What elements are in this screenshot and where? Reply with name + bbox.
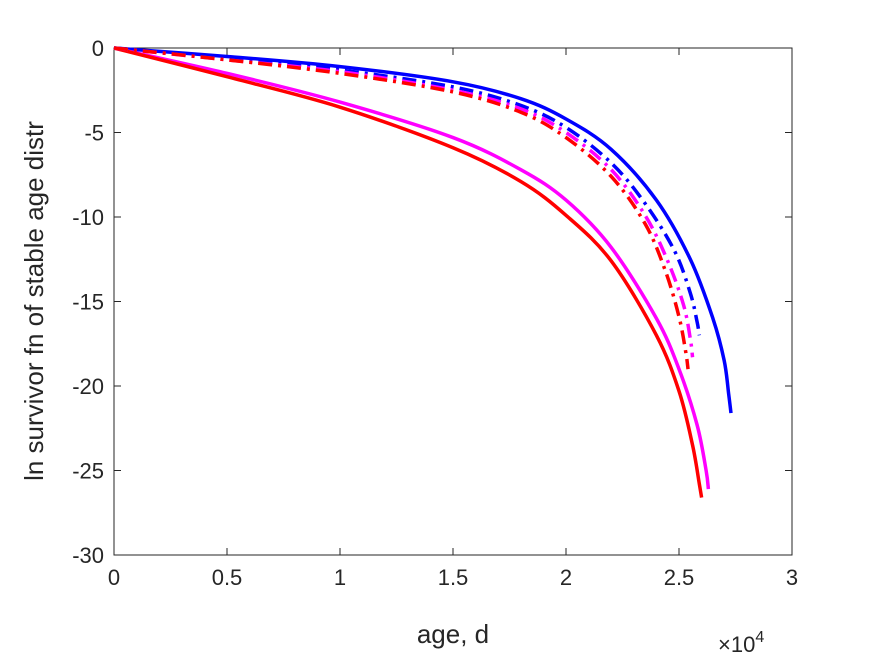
x-axis-multiplier: ×104 — [718, 629, 764, 656]
x-tick-label: 1.5 — [438, 565, 469, 590]
y-axis-ticks: 0 -5 -10 -15 -20 -25 -30 — [72, 36, 792, 568]
plot-area — [113, 47, 793, 556]
x-tick-label: 3 — [786, 565, 798, 590]
series-line-6 — [113, 46, 690, 370]
y-tick-label: -5 — [84, 121, 104, 146]
x-tick-label: 2.5 — [664, 565, 695, 590]
y-tick-label: -20 — [72, 374, 104, 399]
x-axis-label: age, d — [417, 619, 489, 649]
x-tick-label: 0.5 — [212, 565, 243, 590]
y-tick-label: 0 — [92, 36, 104, 61]
x-tick-label: 2 — [560, 565, 572, 590]
y-tick-label: -25 — [72, 459, 104, 484]
series-line-3 — [113, 46, 704, 498]
x-axis-ticks: 0 0.5 1 1.5 2 2.5 3 — [108, 48, 798, 590]
x-tick-label: 1 — [334, 565, 346, 590]
y-tick-label: -15 — [72, 290, 104, 315]
series-line-1 — [113, 46, 733, 414]
series-layer — [113, 46, 733, 498]
series-line-2 — [113, 46, 711, 490]
x-axis-multiplier-exponent: 4 — [755, 629, 764, 646]
y-axis-label: ln survivor fn of stable age distr — [19, 121, 49, 481]
x-axis-multiplier-base: ×10 — [718, 632, 755, 656]
y-tick-label: -10 — [72, 205, 104, 230]
y-tick-label: -30 — [72, 543, 104, 568]
x-tick-label: 0 — [108, 565, 120, 590]
